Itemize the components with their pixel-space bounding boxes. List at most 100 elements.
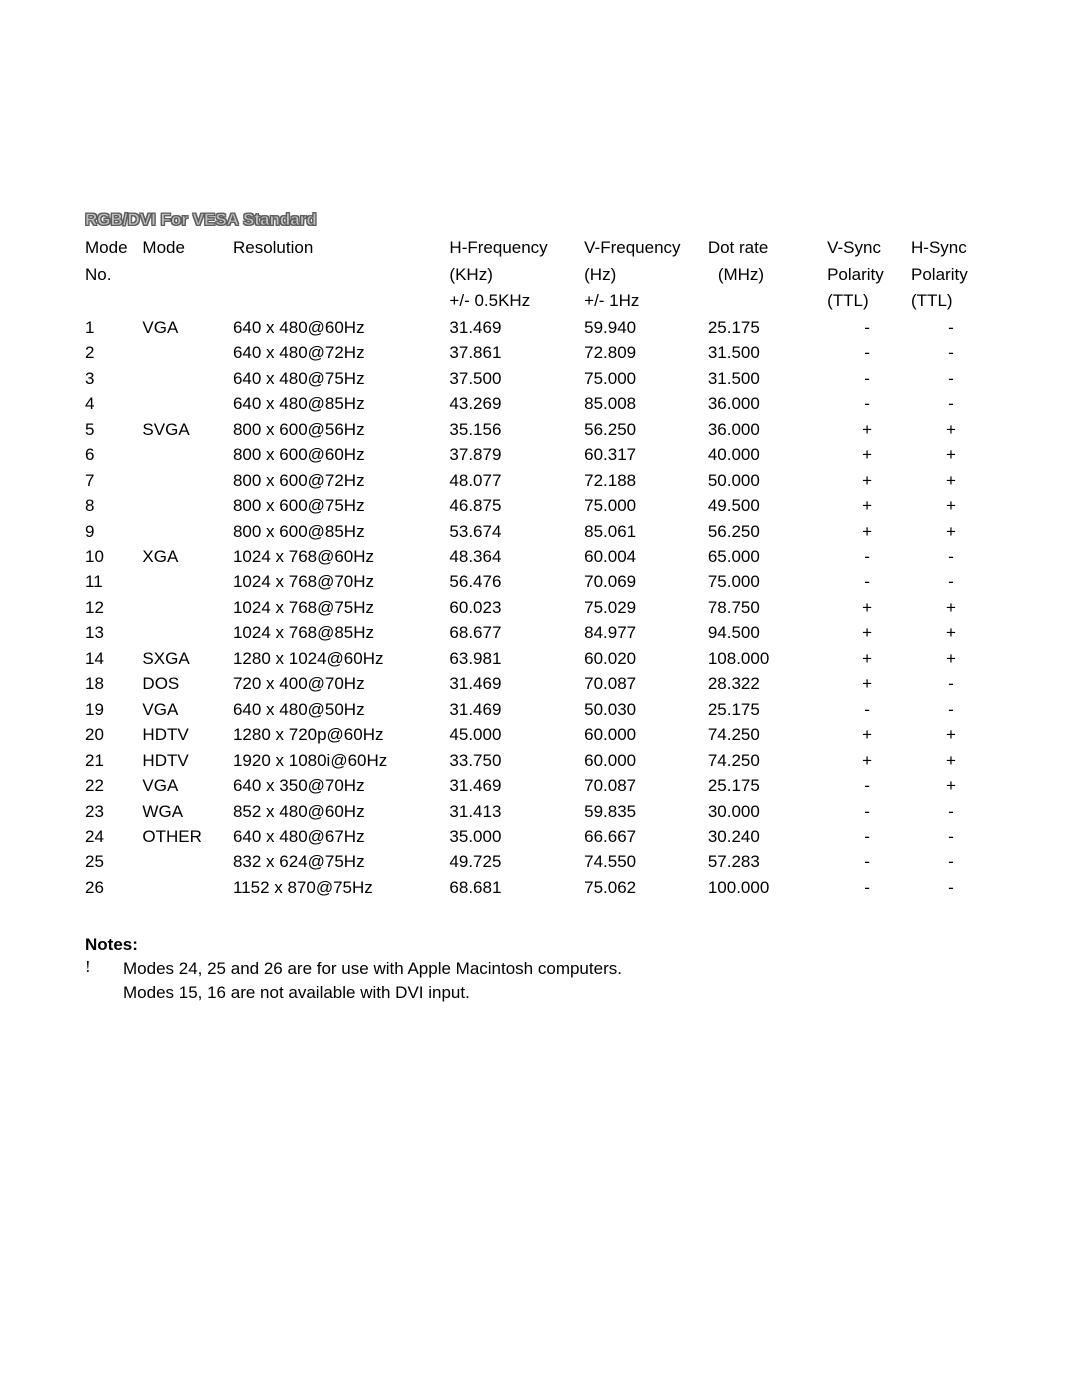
cell-hfreq: 43.269 <box>449 392 584 417</box>
cell-hsync: - <box>911 850 995 875</box>
cell-no: 25 <box>85 850 142 875</box>
cell-vfreq: 60.004 <box>584 545 708 570</box>
cell-res: 800 x 600@85Hz <box>233 520 449 545</box>
cell-hsync: - <box>911 825 995 850</box>
cell-res: 800 x 600@56Hz <box>233 418 449 443</box>
th-res-l2 <box>233 263 449 290</box>
table-row: 19VGA640 x 480@50Hz31.46950.03025.175-- <box>85 698 995 723</box>
th-mode-l2 <box>142 263 233 290</box>
cell-vfreq: 59.940 <box>584 316 708 341</box>
table-row: 20HDTV1280 x 720p@60Hz45.00060.00074.250… <box>85 723 995 748</box>
table-row: 14SXGA1280 x 1024@60Hz63.98160.020108.00… <box>85 647 995 672</box>
table-row: 24OTHER640 x 480@67Hz35.00066.66730.240-… <box>85 825 995 850</box>
cell-hfreq: 68.677 <box>449 621 584 646</box>
cell-hsync: + <box>911 621 995 646</box>
table-body: 1VGA640 x 480@60Hz31.46959.94025.175--26… <box>85 316 995 901</box>
table-row: 261152 x 870@75Hz68.68175.062100.000-- <box>85 876 995 901</box>
cell-hfreq: 35.000 <box>449 825 584 850</box>
cell-vsync: + <box>827 596 911 621</box>
cell-hfreq: 60.023 <box>449 596 584 621</box>
cell-res: 640 x 480@67Hz <box>233 825 449 850</box>
cell-dot: 74.250 <box>708 749 827 774</box>
table-row: 21HDTV1920 x 1080i@60Hz33.75060.00074.25… <box>85 749 995 774</box>
cell-hfreq: 56.476 <box>449 570 584 595</box>
cell-hfreq: 37.861 <box>449 341 584 366</box>
cell-vfreq: 75.062 <box>584 876 708 901</box>
table-row: 111024 x 768@70Hz56.47670.06975.000-- <box>85 570 995 595</box>
cell-hsync: - <box>911 698 995 723</box>
cell-dot: 31.500 <box>708 367 827 392</box>
cell-mode: HDTV <box>142 723 233 748</box>
cell-dot: 30.000 <box>708 800 827 825</box>
table-row: 131024 x 768@85Hz68.67784.97794.500++ <box>85 621 995 646</box>
cell-hsync: - <box>911 316 995 341</box>
th-mode-l1: Mode <box>142 236 233 263</box>
table-row: 9800 x 600@85Hz53.67485.06156.250++ <box>85 520 995 545</box>
table-row: 6800 x 600@60Hz37.87960.31740.000++ <box>85 443 995 468</box>
cell-res: 1152 x 870@75Hz <box>233 876 449 901</box>
cell-no: 5 <box>85 418 142 443</box>
note-bullet: ! <box>85 957 123 1004</box>
cell-no: 21 <box>85 749 142 774</box>
table-row: 25832 x 624@75Hz49.72574.55057.283-- <box>85 850 995 875</box>
cell-vfreq: 75.000 <box>584 367 708 392</box>
cell-vfreq: 75.029 <box>584 596 708 621</box>
cell-no: 8 <box>85 494 142 519</box>
cell-vfreq: 72.188 <box>584 469 708 494</box>
cell-mode: SXGA <box>142 647 233 672</box>
cell-hfreq: 31.469 <box>449 774 584 799</box>
cell-hsync: + <box>911 418 995 443</box>
cell-mode <box>142 443 233 468</box>
cell-mode: VGA <box>142 698 233 723</box>
cell-res: 1280 x 1024@60Hz <box>233 647 449 672</box>
cell-mode <box>142 469 233 494</box>
cell-no: 20 <box>85 723 142 748</box>
cell-vsync: - <box>827 825 911 850</box>
cell-vfreq: 74.550 <box>584 850 708 875</box>
cell-dot: 30.240 <box>708 825 827 850</box>
cell-hfreq: 45.000 <box>449 723 584 748</box>
th-mode-no-l1: Mode <box>85 236 142 263</box>
cell-vsync: - <box>827 545 911 570</box>
cell-dot: 40.000 <box>708 443 827 468</box>
cell-vfreq: 60.000 <box>584 749 708 774</box>
cell-hfreq: 35.156 <box>449 418 584 443</box>
table-row: 23WGA852 x 480@60Hz31.41359.83530.000-- <box>85 800 995 825</box>
cell-vfreq: 59.835 <box>584 800 708 825</box>
table-row: 10XGA1024 x 768@60Hz48.36460.00465.000-- <box>85 545 995 570</box>
cell-res: 1024 x 768@70Hz <box>233 570 449 595</box>
cell-vfreq: 60.317 <box>584 443 708 468</box>
cell-hfreq: 33.750 <box>449 749 584 774</box>
cell-mode <box>142 850 233 875</box>
cell-no: 3 <box>85 367 142 392</box>
cell-dot: 36.000 <box>708 392 827 417</box>
cell-vfreq: 60.000 <box>584 723 708 748</box>
cell-hsync: + <box>911 469 995 494</box>
cell-vsync: + <box>827 647 911 672</box>
cell-hsync: - <box>911 341 995 366</box>
cell-vsync: + <box>827 723 911 748</box>
cell-mode: DOS <box>142 672 233 697</box>
cell-vsync: - <box>827 341 911 366</box>
cell-mode: VGA <box>142 774 233 799</box>
th-hfreq-l2: (KHz) <box>449 263 584 290</box>
cell-hfreq: 31.469 <box>449 672 584 697</box>
cell-res: 800 x 600@75Hz <box>233 494 449 519</box>
cell-mode: WGA <box>142 800 233 825</box>
cell-no: 22 <box>85 774 142 799</box>
cell-hsync: - <box>911 800 995 825</box>
cell-no: 18 <box>85 672 142 697</box>
cell-vsync: - <box>827 570 911 595</box>
th-hsync-l2: Polarity <box>911 263 995 290</box>
table-row: 7800 x 600@72Hz48.07772.18850.000++ <box>85 469 995 494</box>
cell-hsync: + <box>911 596 995 621</box>
cell-vsync: - <box>827 316 911 341</box>
cell-hsync: - <box>911 367 995 392</box>
cell-no: 11 <box>85 570 142 595</box>
cell-mode <box>142 621 233 646</box>
cell-vsync: + <box>827 418 911 443</box>
cell-hsync: - <box>911 545 995 570</box>
cell-vsync: + <box>827 621 911 646</box>
cell-hfreq: 31.413 <box>449 800 584 825</box>
cell-hsync: - <box>911 570 995 595</box>
